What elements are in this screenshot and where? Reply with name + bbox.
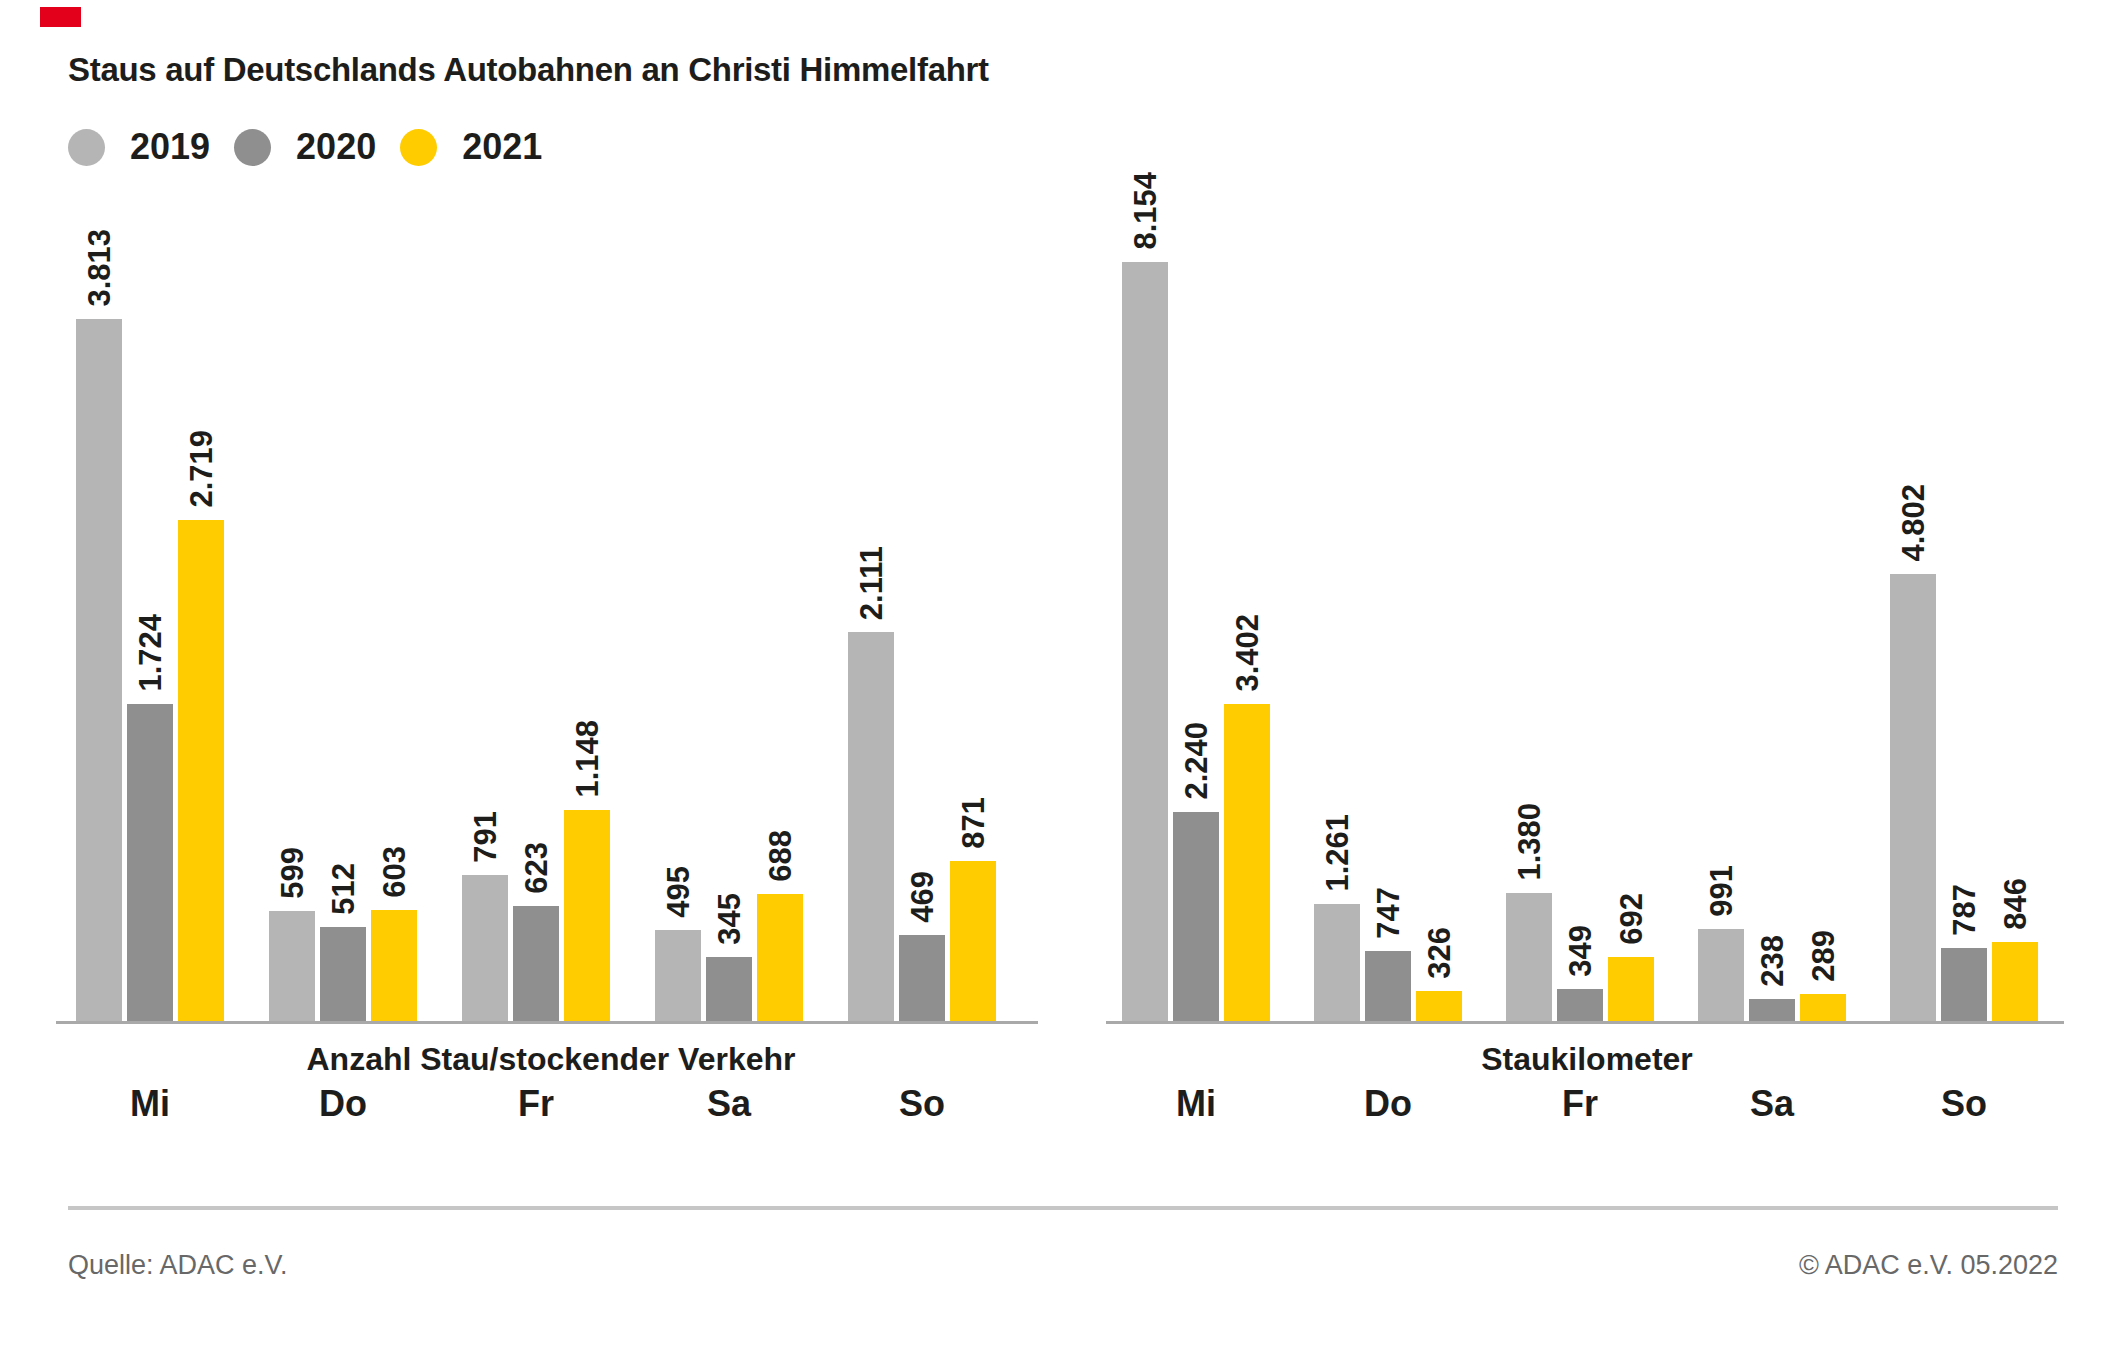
- value-label-2020-Sa: 238: [1757, 935, 1788, 987]
- value-label-2021-Fr: 1.148: [572, 720, 603, 798]
- legend-label: 2021: [462, 129, 542, 165]
- chart-caption: Staukilometer: [1481, 1042, 1693, 1077]
- chart-caption: Anzahl Stau/stockender Verkehr: [306, 1042, 795, 1077]
- value-label-2021-Mi: 2.719: [186, 430, 217, 508]
- value-label-2019-Fr: 791: [470, 811, 501, 863]
- bar-2019-Do: [269, 911, 315, 1021]
- bar-2020-Fr: [513, 906, 559, 1021]
- day-label-Mi: Mi: [1176, 1084, 1216, 1124]
- day-label-Do: Do: [319, 1084, 367, 1124]
- bar-2021-Do: [371, 910, 417, 1021]
- bar-2021-Sa: [1800, 994, 1846, 1021]
- page-title: Staus auf Deutschlands Autobahnen an Chr…: [68, 52, 989, 88]
- value-label-2021-Do: 603: [379, 846, 410, 898]
- bar-2020-So: [899, 935, 945, 1021]
- axis-baseline: [56, 1021, 1038, 1024]
- day-label-So: So: [899, 1084, 945, 1124]
- bar-2019-Sa: [1698, 929, 1744, 1021]
- day-label-Fr: Fr: [518, 1084, 554, 1124]
- value-label-2019-Do: 1.261: [1322, 814, 1353, 892]
- value-label-2019-Do: 599: [277, 847, 308, 899]
- bar-2020-Sa: [1749, 999, 1795, 1021]
- copyright-note: © ADAC e.V. 05.2022: [1799, 1250, 2058, 1281]
- bar-2019-So: [1890, 574, 1936, 1021]
- value-label-2019-Sa: 495: [663, 866, 694, 918]
- bar-2021-Do: [1416, 991, 1462, 1021]
- bar-2021-Sa: [757, 894, 803, 1021]
- value-label-2020-Do: 747: [1373, 887, 1404, 939]
- bar-2021-So: [1992, 942, 2038, 1021]
- day-label-Mi: Mi: [130, 1084, 170, 1124]
- bar-2020-So: [1941, 948, 1987, 1021]
- value-label-2020-So: 787: [1949, 884, 1980, 936]
- legend-item-2021: 2021: [400, 129, 542, 166]
- value-label-2021-Do: 326: [1424, 927, 1455, 979]
- value-label-2019-Sa: 991: [1706, 865, 1737, 917]
- legend-item-2020: 2020: [234, 129, 376, 166]
- value-label-2020-Sa: 345: [714, 893, 745, 945]
- bar-2021-Mi: [1224, 704, 1270, 1021]
- bar-2019-Mi: [76, 319, 122, 1021]
- bar-2019-Fr: [1506, 893, 1552, 1021]
- legend-label: 2020: [296, 129, 376, 165]
- value-label-2020-Mi: 2.240: [1181, 722, 1212, 800]
- axis-baseline: [1106, 1021, 2064, 1024]
- value-label-2020-So: 469: [907, 871, 938, 923]
- value-label-2019-So: 4.802: [1898, 484, 1929, 562]
- legend-swatch-2021: [400, 129, 437, 166]
- value-label-2021-Sa: 289: [1808, 930, 1839, 982]
- value-label-2020-Fr: 349: [1565, 925, 1596, 977]
- adac-traffic-infographic: Staus auf Deutschlands Autobahnen an Chr…: [0, 0, 2126, 1349]
- bar-2019-So: [848, 632, 894, 1021]
- bar-2020-Do: [1365, 951, 1411, 1021]
- bar-2019-Fr: [462, 875, 508, 1021]
- value-label-2019-Mi: 3.813: [84, 229, 115, 307]
- legend-swatch-2019: [68, 129, 105, 166]
- bar-2020-Fr: [1557, 989, 1603, 1021]
- bar-2021-So: [950, 861, 996, 1021]
- value-label-2021-So: 846: [2000, 878, 2031, 930]
- bar-2020-Do: [320, 927, 366, 1021]
- source-note: Quelle: ADAC e.V.: [68, 1250, 288, 1281]
- value-label-2021-So: 871: [958, 797, 989, 849]
- value-label-2021-Fr: 692: [1616, 893, 1647, 945]
- bar-2021-Fr: [1608, 957, 1654, 1021]
- value-label-2019-Fr: 1.380: [1514, 803, 1545, 881]
- value-label-2020-Fr: 623: [521, 842, 552, 894]
- value-label-2021-Mi: 3.402: [1232, 614, 1263, 692]
- day-label-So: So: [1941, 1084, 1987, 1124]
- bar-2019-Mi: [1122, 262, 1168, 1021]
- bar-2021-Fr: [564, 810, 610, 1021]
- day-label-Do: Do: [1364, 1084, 1412, 1124]
- day-label-Sa: Sa: [1750, 1084, 1794, 1124]
- legend-label: 2019: [130, 129, 210, 165]
- value-label-2019-Mi: 8.154: [1130, 172, 1161, 250]
- day-label-Sa: Sa: [707, 1084, 751, 1124]
- bar-2020-Sa: [706, 957, 752, 1021]
- value-label-2020-Do: 512: [328, 863, 359, 915]
- legend-swatch-2020: [234, 129, 271, 166]
- value-label-2020-Mi: 1.724: [135, 614, 166, 692]
- legend: 2019 2020 2021: [68, 128, 566, 166]
- brand-mark: [40, 7, 81, 27]
- footer-divider: [68, 1206, 2058, 1210]
- bar-2019-Sa: [655, 930, 701, 1021]
- bar-2020-Mi: [1173, 812, 1219, 1021]
- legend-item-2019: 2019: [68, 129, 210, 166]
- value-label-2019-So: 2.111: [856, 546, 887, 620]
- bar-2021-Mi: [178, 520, 224, 1021]
- bar-2019-Do: [1314, 904, 1360, 1021]
- day-label-Fr: Fr: [1562, 1084, 1598, 1124]
- bar-2020-Mi: [127, 704, 173, 1021]
- value-label-2021-Sa: 688: [765, 830, 796, 882]
